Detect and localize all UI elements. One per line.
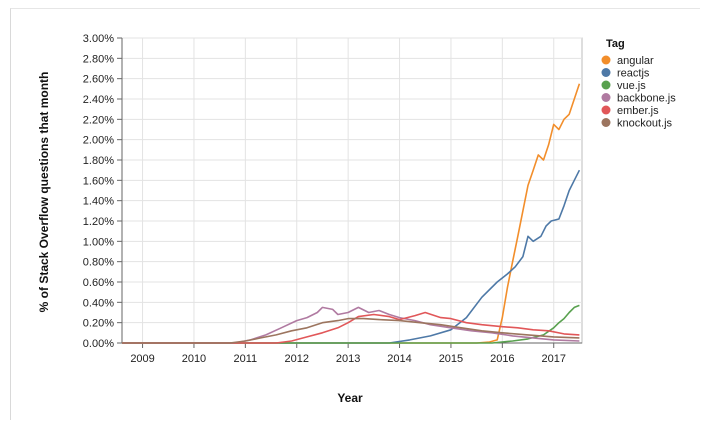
grid-lines — [121, 37, 583, 344]
y-tick-label: 0.40% — [83, 297, 114, 309]
legend-label: ember.js — [617, 105, 659, 117]
legend-label: reactjs — [617, 68, 650, 80]
series-line-emberjs — [122, 311, 580, 344]
series-lines — [122, 83, 581, 344]
x-tick-label: 2011 — [234, 353, 258, 365]
legend-swatch — [601, 55, 611, 65]
x-axis-title: Year — [337, 391, 363, 405]
x-tick-label: 2009 — [130, 353, 154, 365]
y-tick-label: 3.00% — [83, 33, 114, 45]
x-tick-label: 2016 — [490, 353, 514, 365]
y-tick-label: 1.80% — [83, 155, 114, 167]
y-tick-label: 2.00% — [83, 135, 114, 147]
y-tick-label: 0.60% — [83, 277, 114, 289]
legend-swatch — [601, 68, 611, 77]
legend-swatch — [601, 93, 611, 102]
chart-frame — [10, 8, 700, 420]
legend-label: angular — [617, 55, 654, 67]
y-tick-label: 2.60% — [83, 74, 114, 86]
y-tick-label: 1.40% — [83, 196, 114, 208]
legend-swatch — [601, 118, 611, 127]
legend-label: vue.js — [617, 80, 646, 92]
x-tick-label: 2013 — [336, 353, 360, 365]
x-tick-label: 2017 — [541, 353, 565, 365]
legend: Tag angularreactjsvue.jsbackbone.jsember… — [601, 38, 676, 130]
series-line-angular — [122, 83, 581, 344]
series-line-vuejs — [122, 304, 580, 344]
y-tick-label: 1.60% — [83, 175, 114, 187]
plot-area — [121, 37, 583, 344]
y-tick-label: 1.20% — [83, 216, 114, 228]
x-axis: 2009 2010 2011 2012 2013 2014 2015 2016 2017 — [122, 342, 582, 365]
y-tick-label: 1.00% — [83, 236, 114, 248]
y-axis-title: % of Stack Overflow questions that month — [37, 72, 51, 313]
legend-title: Tag — [606, 38, 625, 50]
y-tick-label: 0.20% — [83, 318, 114, 330]
legend-swatch — [601, 80, 611, 90]
y-axis: 0.00% 0.20% 0.40% 0.60% 0.80% 1.00% 1.20% 1.40%… — [83, 33, 123, 350]
x-tick-label: 2014 — [387, 353, 411, 365]
x-tick-label: 2015 — [439, 353, 463, 365]
x-tick-label: 2012 — [285, 353, 309, 365]
series-line-backbonejs — [122, 306, 580, 344]
x-tick-label: 2010 — [182, 353, 206, 365]
legend-label: backbone.js — [617, 93, 676, 105]
y-tick-label: 2.40% — [83, 94, 114, 106]
legend-label: knockout.js — [617, 118, 673, 130]
series-line-reactjs — [122, 169, 581, 344]
y-tick-label: 2.80% — [83, 53, 114, 65]
series-line-knockoutjs — [122, 317, 580, 344]
y-tick-label: 2.20% — [83, 114, 114, 126]
legend-swatch — [601, 105, 611, 115]
y-tick-label: 0.80% — [83, 257, 114, 269]
y-tick-label: 0.00% — [83, 338, 114, 350]
